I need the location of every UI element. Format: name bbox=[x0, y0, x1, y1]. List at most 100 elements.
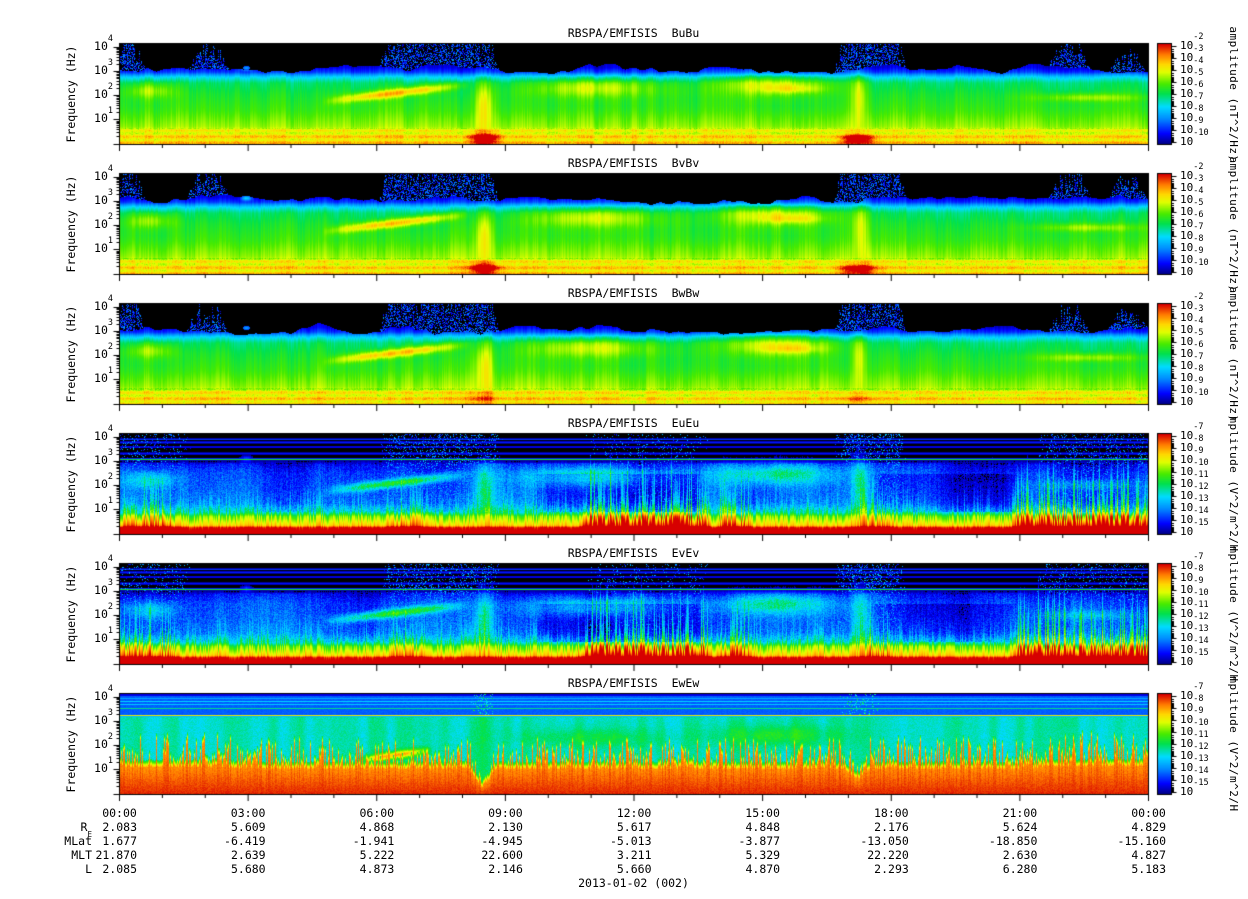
y-tick-label: 101 bbox=[94, 236, 113, 256]
x-tick-label: 06:00 bbox=[359, 806, 395, 820]
ephemeris-value: 5.222 bbox=[359, 848, 395, 862]
colorbar-tick-label: 10-5 bbox=[1180, 198, 1204, 218]
ephemeris-value: 5.183 bbox=[1131, 862, 1166, 876]
y-tick-label: 104 bbox=[94, 553, 113, 574]
y-tick-label: 101 bbox=[94, 106, 113, 126]
panel-title: RBSPA/EMFISIS EvEv bbox=[567, 546, 700, 560]
ephemeris-value: -4.945 bbox=[481, 834, 523, 848]
x-tick-label: 15:00 bbox=[745, 806, 780, 820]
panel-title: RBSPA/EMFISIS BvBv bbox=[567, 156, 700, 170]
y-tick-label: 102 bbox=[94, 471, 113, 492]
colorbar-tick-label: 10-12 bbox=[1180, 742, 1209, 762]
colorbar-tick-label: 10-7 bbox=[1180, 352, 1204, 372]
ephemeris-value: 2.639 bbox=[230, 848, 266, 862]
y-tick-label: 101 bbox=[94, 366, 113, 386]
colorbar-tick-label: 10-8 bbox=[1180, 694, 1204, 714]
ephemeris-value: -3.877 bbox=[738, 834, 781, 848]
ephemeris-value: 4.827 bbox=[1131, 848, 1166, 862]
colorbar-tick-label: 10-2 bbox=[1180, 292, 1204, 312]
colorbar-tick-label: 10-13 bbox=[1180, 754, 1209, 774]
colorbar-tick-label: 10-14 bbox=[1180, 766, 1209, 786]
x-tick-label: 00:00 bbox=[102, 806, 137, 820]
colorbar-tick-label: 10-11 bbox=[1180, 470, 1209, 490]
ephemeris-row-label: L bbox=[85, 862, 92, 876]
colorbar-tick-label: 10-7 bbox=[1180, 682, 1204, 702]
ephemeris-value: 6.280 bbox=[1002, 862, 1038, 876]
ephemeris-value: 2.176 bbox=[874, 820, 909, 834]
y-tick-label: 102 bbox=[94, 341, 113, 362]
colorbar-tick-label: 10-14 bbox=[1180, 636, 1209, 656]
y-tick-label: 103 bbox=[94, 707, 113, 728]
y-tick-label: 104 bbox=[94, 33, 113, 54]
colorbar-tick-label: 10-3 bbox=[1180, 304, 1204, 324]
ephemeris-value: 5.680 bbox=[230, 862, 266, 876]
panel-title: RBSPA/EMFISIS EwEw bbox=[567, 676, 700, 690]
ephemeris-value: 1.677 bbox=[102, 834, 137, 848]
ephemeris-value: 4.873 bbox=[359, 862, 395, 876]
y-tick-label: 103 bbox=[94, 317, 113, 338]
colorbar-tick-label: 10-8 bbox=[1180, 234, 1204, 254]
colorbar-tick-label: 10-7 bbox=[1180, 552, 1204, 572]
ephemeris-value: -6.419 bbox=[224, 834, 266, 848]
colorbar-tick-label: 10-7 bbox=[1180, 92, 1204, 112]
x-tick-label: 00:00 bbox=[1131, 806, 1166, 820]
x-tick-label: 03:00 bbox=[230, 806, 266, 820]
x-tick-label: 12:00 bbox=[616, 806, 652, 820]
y-tick-label: 104 bbox=[94, 423, 113, 444]
colorbar-tick-label: 10-10 bbox=[1180, 718, 1209, 738]
y-tick-label: 101 bbox=[94, 496, 113, 516]
ephemeris-value: 22.600 bbox=[481, 848, 523, 862]
colorbar-tick-label: 10-15 bbox=[1180, 648, 1209, 668]
ephemeris-value: 5.624 bbox=[1002, 820, 1038, 834]
colorbar-label: amplitude (nT^2/Hz) bbox=[1227, 155, 1240, 292]
date-label: 2013-01-02 (002) bbox=[578, 876, 689, 890]
panel-title: RBSPA/EMFISIS BuBu bbox=[567, 26, 700, 40]
colorbar-tick-label: 10-4 bbox=[1180, 186, 1204, 206]
colorbar-tick-label: 10-10 bbox=[1180, 588, 1209, 608]
ephemeris-value: 2.083 bbox=[102, 820, 137, 834]
colorbar-tick-label: 10-11 bbox=[1180, 600, 1209, 620]
colorbar-tick-label: 10-8 bbox=[1180, 104, 1204, 124]
ephemeris-value: 2.293 bbox=[874, 862, 909, 876]
ephemeris-value: -15.160 bbox=[1117, 834, 1166, 848]
y-tick-label: 103 bbox=[94, 447, 113, 468]
ephemeris-value: 2.085 bbox=[102, 862, 137, 876]
ephemeris-value: 2.146 bbox=[488, 862, 523, 876]
ephemeris-value: 5.660 bbox=[616, 862, 652, 876]
y-tick-label: 104 bbox=[94, 163, 113, 184]
y-tick-label: 104 bbox=[94, 683, 113, 704]
ephemeris-value: 2.130 bbox=[488, 820, 523, 834]
colorbar-tick-label: 10-4 bbox=[1180, 56, 1204, 76]
colorbar-tick-label: 10-13 bbox=[1180, 624, 1209, 644]
y-tick-label: 103 bbox=[94, 577, 113, 598]
colorbar-tick-label: 10-9 bbox=[1180, 446, 1204, 466]
colorbar-tick-label: 10-12 bbox=[1180, 482, 1209, 502]
colorbar-tick-label: 10-7 bbox=[1180, 222, 1204, 242]
ephemeris-value: -13.050 bbox=[860, 834, 909, 848]
ephemeris-value: 4.829 bbox=[1131, 820, 1166, 834]
colorbar-tick-label: 10-9 bbox=[1180, 116, 1204, 136]
ephemeris-value: 3.211 bbox=[616, 848, 652, 862]
y-tick-label: 103 bbox=[94, 57, 113, 78]
colorbar-tick-label: 10-9 bbox=[1180, 706, 1204, 726]
y-tick-label: 102 bbox=[94, 731, 113, 752]
colorbar-tick-label: 10-14 bbox=[1180, 506, 1209, 526]
ephemeris-value: -18.850 bbox=[988, 834, 1038, 848]
colorbar-tick-label: 10-6 bbox=[1180, 210, 1204, 230]
panel-title: RBSPA/EMFISIS BwBw bbox=[567, 286, 700, 300]
ephemeris-value: 22.220 bbox=[867, 848, 909, 862]
colorbar-tick-label: 10-7 bbox=[1180, 422, 1204, 442]
colorbar-tick-label: 10-8 bbox=[1180, 564, 1204, 584]
colorbar-tick-label: 10-8 bbox=[1180, 434, 1204, 454]
y-tick-label: 102 bbox=[94, 601, 113, 622]
ephemeris-value: -5.013 bbox=[609, 834, 652, 848]
y-tick-label: 102 bbox=[94, 81, 113, 102]
x-tick-label: 18:00 bbox=[873, 806, 909, 820]
y-tick-label: 103 bbox=[94, 187, 113, 208]
ephemeris-value: 4.868 bbox=[359, 820, 395, 834]
ephemeris-value: -1.941 bbox=[352, 834, 395, 848]
colorbar-tick-label: 10-11 bbox=[1180, 730, 1209, 750]
colorbar-tick-label: 10-6 bbox=[1180, 340, 1204, 360]
colorbar-label: amplitude (nT^2/Hz) bbox=[1227, 25, 1240, 162]
